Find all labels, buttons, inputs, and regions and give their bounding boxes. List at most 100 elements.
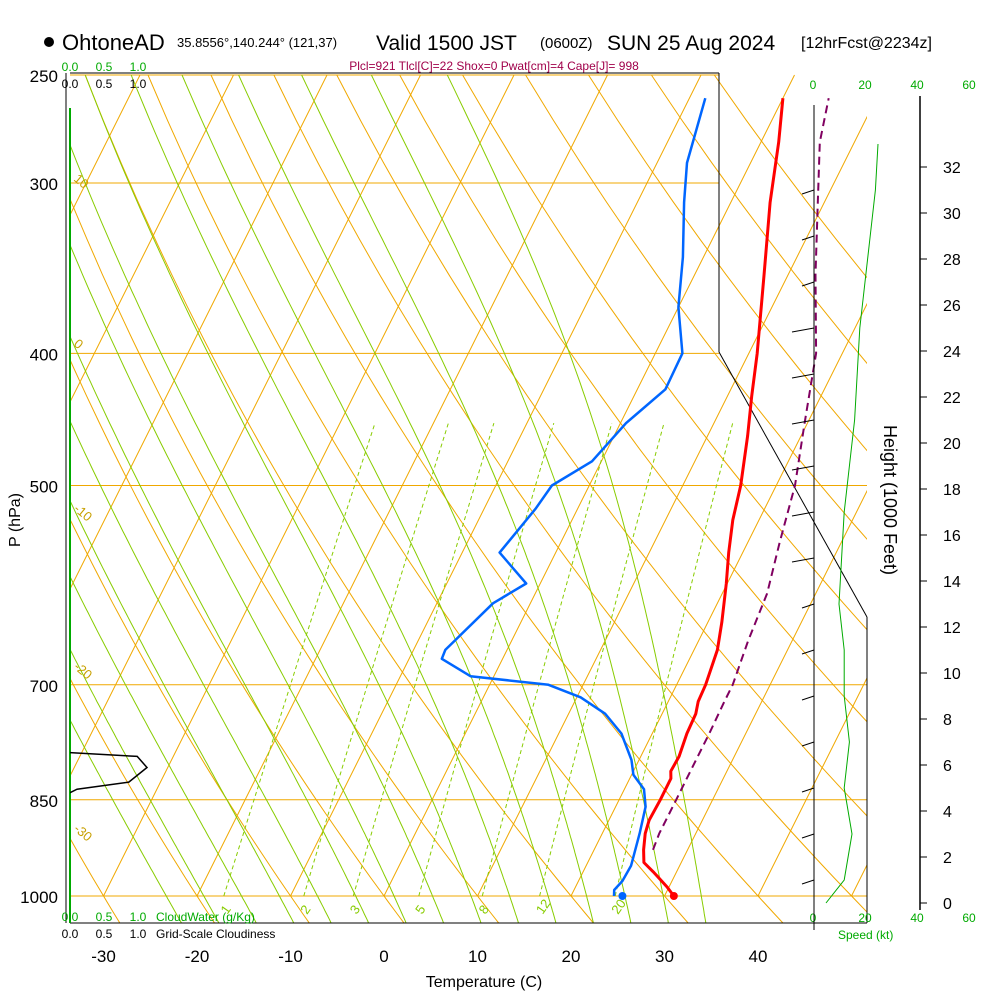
height-tick-label: 8 — [943, 712, 952, 729]
isotherm-line — [70, 74, 328, 591]
moist-adiabat-label: -30 — [71, 821, 95, 845]
mixing-ratio-label: 20 — [608, 896, 629, 916]
mixing-ratio-line — [352, 422, 495, 897]
pressure-tick-label: 300 — [30, 175, 58, 194]
wind-speed-profile — [825, 143, 879, 904]
height-tick-label: 26 — [943, 298, 961, 315]
wind-barb — [791, 327, 815, 333]
moist-adiabat-line — [70, 499, 295, 923]
mixing-ratio-line — [614, 422, 734, 897]
moist-adiabat-line — [84, 74, 482, 923]
wind-speed-scale-bottom: 0 — [810, 911, 817, 925]
height-tick-label: 18 — [943, 482, 961, 499]
wind-barb — [801, 281, 815, 287]
wind-barb — [791, 557, 815, 563]
wind-barb — [801, 833, 815, 839]
moist-adiabat-line — [301, 74, 632, 923]
mixing-ratio-line — [481, 422, 613, 897]
cloudiness-label: Grid-Scale Cloudiness — [156, 927, 275, 941]
cloudwater-scale-bottom: 0.5 — [96, 910, 113, 924]
wind-barb — [791, 511, 815, 517]
cloudwater-scale-top: 0.5 — [96, 60, 113, 74]
wind-barb — [801, 189, 815, 195]
mixing-ratio-label: 3 — [347, 902, 363, 917]
height-tick-label: 0 — [943, 896, 952, 913]
wind-barb — [801, 649, 815, 655]
height-tick-label: 30 — [943, 206, 961, 223]
mixing-ratio-line — [303, 422, 449, 897]
wind-speed-scale-top: 60 — [962, 78, 976, 92]
height-tick-label: 10 — [943, 666, 961, 683]
moist-adiabat-line — [70, 718, 183, 923]
wind-speed-scale-top: 0 — [810, 78, 817, 92]
cloudiness-scale-bottom: 0.5 — [96, 927, 113, 941]
moist-adiabat-label: -20 — [71, 659, 95, 683]
mixing-ratio-line — [223, 422, 376, 897]
dry-adiabat-line — [462, 74, 867, 631]
cloudwater-scale-top: 0.0 — [62, 60, 79, 74]
height-tick-label: 14 — [943, 574, 961, 591]
wind-speed-scale-top: 20 — [858, 78, 872, 92]
moist-adiabat-line — [70, 648, 220, 923]
moist-adiabat-line — [70, 243, 407, 923]
moist-adiabat-line — [70, 419, 332, 923]
moist-adiabat-line — [446, 74, 707, 923]
x-axis-title: Temperature (C) — [426, 974, 542, 991]
cloudiness-scale-top: 0.5 — [96, 77, 113, 91]
moist-adiabat-label: 10 — [71, 171, 92, 192]
header-valid: Valid 1500 JST — [376, 32, 517, 55]
height-tick-label: 24 — [943, 344, 961, 361]
cloudiness-scale-top: 0.0 — [62, 77, 79, 91]
temperature-tick-label: -20 — [185, 947, 210, 966]
header-forecast: [12hrFcst@2234z] — [801, 35, 932, 52]
height-axis-title: Height (1000 Feet) — [880, 425, 900, 575]
wind-speed-scale-bottom: 40 — [910, 911, 924, 925]
wind-barb — [791, 419, 815, 425]
isotherm-line — [664, 489, 867, 897]
cloudiness-scale-bottom: 0.0 — [62, 927, 79, 941]
parcel-trace — [652, 98, 830, 851]
dry-adiabat-line — [336, 74, 867, 817]
header-coords: 35.8556°,140.244° (121,37) — [177, 35, 337, 50]
dry-adiabat-line — [525, 74, 867, 540]
cloudiness-scale-top: 1.0 — [130, 77, 147, 91]
wind-barb — [791, 465, 815, 471]
wind-barb — [801, 741, 815, 747]
height-tick-label: 16 — [943, 528, 961, 545]
isotherm-line — [70, 74, 141, 217]
cloudwater-scale-top: 1.0 — [130, 60, 147, 74]
y-axis-title: P (hPa) — [7, 493, 24, 547]
mixing-ratio-line — [418, 422, 555, 897]
isotherm-line — [477, 115, 867, 897]
dry-adiabat-line — [588, 74, 867, 452]
dry-adiabat-line — [70, 837, 121, 923]
wind-panel: 0246810121416182022242628303200202040406… — [791, 78, 976, 930]
moist-adiabat-line — [370, 74, 669, 923]
temperature-tick-label: -30 — [91, 947, 116, 966]
wind-barb — [801, 695, 815, 701]
temperature-tick-label: 0 — [379, 947, 388, 966]
height-tick-label: 22 — [943, 390, 961, 407]
wind-speed-label: Speed (kt) — [838, 928, 893, 942]
mixing-ratio-label: 5 — [412, 902, 428, 917]
dry-adiabat-line — [70, 518, 310, 923]
dry-adiabat-line — [70, 677, 216, 923]
dry-adiabat-line — [399, 74, 867, 723]
temperature-trace — [642, 98, 785, 897]
moist-adiabat-line — [70, 575, 257, 923]
wind-speed-scale-bottom: 20 — [858, 911, 872, 925]
dry-adiabat-line — [273, 74, 867, 913]
height-tick-label: 12 — [943, 620, 961, 637]
moist-adiabat-line — [70, 335, 370, 923]
header-valid-utc: (0600Z) — [540, 35, 593, 52]
background-lines — [70, 74, 867, 923]
isotherm-line — [290, 74, 702, 897]
pressure-tick-label: 400 — [30, 345, 58, 364]
height-tick-label: 28 — [943, 252, 961, 269]
cloudwater-label: CloudWater (g/Kg) — [156, 910, 255, 924]
temperature-tick-label: -10 — [278, 947, 303, 966]
stability-indices: Plcl=921 Tlcl[C]=22 Shox=0 Pwat[cm]=4 Ca… — [349, 59, 639, 73]
temperature-tick-label: 30 — [655, 947, 674, 966]
temperature-tick-label: 20 — [562, 947, 581, 966]
